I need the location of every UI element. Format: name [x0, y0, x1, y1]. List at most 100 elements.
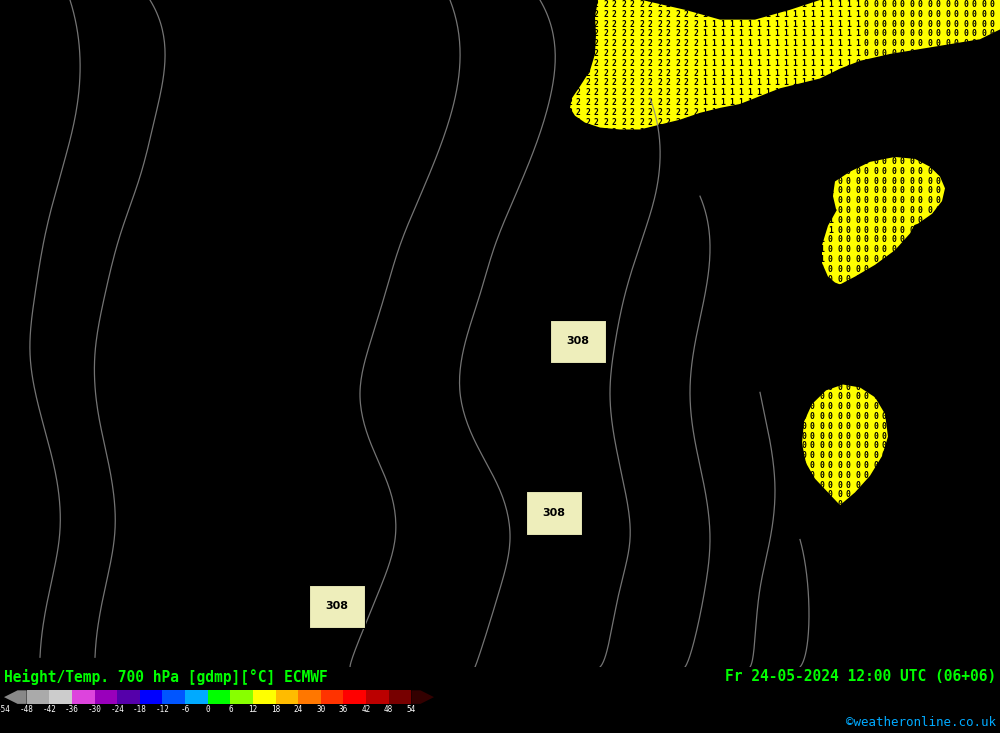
Text: 2: 2: [558, 304, 563, 313]
Text: 2: 2: [576, 549, 581, 559]
Text: 4: 4: [180, 559, 185, 568]
Text: 4: 4: [324, 412, 329, 421]
Text: 0: 0: [855, 108, 860, 117]
Text: 3: 3: [423, 638, 428, 647]
Text: 5: 5: [18, 294, 23, 303]
Text: 3: 3: [369, 549, 374, 559]
Text: 3: 3: [504, 343, 509, 353]
Text: 4: 4: [189, 638, 194, 647]
Text: 5: 5: [36, 638, 41, 647]
Text: 4: 4: [378, 177, 383, 185]
Text: 2: 2: [603, 275, 608, 284]
Text: 0: 0: [963, 118, 968, 127]
Text: 5: 5: [171, 206, 176, 215]
Text: 4: 4: [333, 118, 338, 127]
Text: 4: 4: [378, 226, 383, 235]
Text: 2: 2: [522, 343, 527, 353]
Text: 1: 1: [765, 363, 770, 372]
Text: 3: 3: [450, 255, 455, 264]
Text: 1: 1: [774, 412, 779, 421]
Text: 5: 5: [153, 658, 158, 666]
Text: 1: 1: [675, 461, 680, 470]
Text: 4: 4: [324, 59, 329, 68]
Text: 3: 3: [378, 412, 383, 421]
Text: 0: 0: [954, 186, 959, 196]
Text: 3: 3: [540, 59, 545, 68]
Text: 4: 4: [198, 549, 203, 559]
Text: 2: 2: [612, 441, 617, 450]
Text: 1: 1: [702, 608, 707, 617]
Text: 2: 2: [567, 137, 572, 147]
Text: 5: 5: [108, 677, 113, 686]
Text: 5: 5: [216, 235, 221, 244]
Text: 3: 3: [468, 618, 473, 627]
Text: 5: 5: [135, 69, 140, 78]
Text: 1: 1: [693, 432, 698, 441]
Text: 3: 3: [369, 421, 374, 431]
Text: 5: 5: [0, 373, 5, 382]
Text: 1: 1: [630, 618, 635, 627]
Text: 4: 4: [198, 658, 203, 666]
Text: 3: 3: [441, 137, 446, 147]
Text: 0: 0: [954, 353, 959, 362]
Text: 2: 2: [513, 383, 518, 391]
Text: 4: 4: [333, 412, 338, 421]
Text: 4: 4: [333, 383, 338, 391]
Text: 0: 0: [864, 598, 869, 608]
Text: 5: 5: [135, 246, 140, 254]
Text: 0: 0: [927, 98, 932, 107]
Text: 5: 5: [126, 314, 131, 323]
Text: 3: 3: [477, 304, 482, 313]
Text: 1: 1: [711, 421, 716, 431]
Text: 1: 1: [837, 147, 842, 156]
Text: 5: 5: [72, 324, 77, 333]
Text: 5: 5: [81, 147, 86, 156]
Text: 5: 5: [99, 118, 104, 127]
Text: 5: 5: [0, 29, 5, 38]
Text: 5: 5: [126, 294, 131, 303]
Text: 3: 3: [504, 108, 509, 117]
Text: 0: 0: [990, 294, 995, 303]
Text: 5: 5: [108, 10, 113, 19]
Text: 3: 3: [360, 559, 365, 568]
Text: 5: 5: [18, 392, 23, 402]
Text: 2: 2: [621, 658, 626, 666]
Text: 1: 1: [702, 343, 707, 353]
Bar: [366, 690, 389, 704]
Text: 4: 4: [243, 88, 248, 97]
Text: 1: 1: [720, 598, 725, 608]
Text: 4: 4: [252, 334, 257, 342]
Text: 3: 3: [549, 69, 554, 78]
Text: 1: 1: [774, 147, 779, 156]
Text: 2: 2: [648, 196, 653, 205]
Text: 5: 5: [54, 284, 59, 293]
Text: 5: 5: [216, 40, 221, 48]
Text: 5: 5: [189, 10, 194, 19]
Text: 1: 1: [729, 137, 734, 147]
Text: 4: 4: [270, 520, 275, 529]
Text: 4: 4: [270, 186, 275, 196]
Text: 5: 5: [198, 226, 203, 235]
Text: 0: 0: [999, 471, 1000, 480]
Text: 5: 5: [36, 421, 41, 431]
Text: 0: 0: [891, 49, 896, 58]
Text: 5: 5: [90, 206, 95, 215]
Text: 3: 3: [540, 20, 545, 29]
Text: 0: 0: [783, 589, 788, 597]
Text: 0: 0: [828, 539, 833, 548]
Text: 0: 0: [810, 452, 815, 460]
Text: 3: 3: [459, 216, 464, 225]
Text: 5: 5: [117, 579, 122, 588]
Text: 0: 0: [954, 432, 959, 441]
Text: 3: 3: [441, 147, 446, 156]
Text: 0: 0: [891, 216, 896, 225]
Text: 5: 5: [9, 49, 14, 58]
Text: 2: 2: [603, 334, 608, 342]
Text: 5: 5: [54, 353, 59, 362]
Text: 4: 4: [198, 432, 203, 441]
Text: 0: 0: [909, 49, 914, 58]
Text: 3: 3: [486, 59, 491, 68]
Text: 3: 3: [360, 510, 365, 519]
Text: 4: 4: [306, 88, 311, 97]
Text: 3: 3: [423, 412, 428, 421]
